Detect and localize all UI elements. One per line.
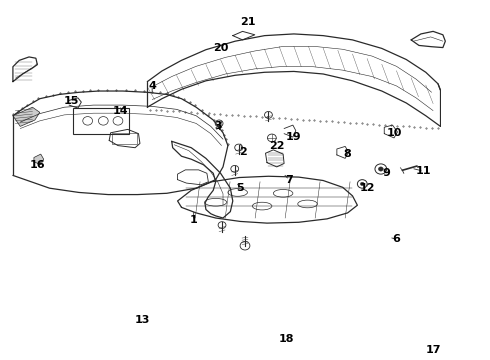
Polygon shape [13, 107, 40, 126]
Text: 17: 17 [425, 345, 441, 355]
Bar [73, 108, 129, 134]
Text: 22: 22 [269, 140, 285, 150]
Text: 5: 5 [236, 183, 244, 193]
Text: 18: 18 [279, 334, 294, 345]
Text: 8: 8 [343, 149, 351, 159]
Text: 2: 2 [239, 147, 246, 157]
Text: 19: 19 [286, 132, 302, 142]
Text: 15: 15 [64, 96, 79, 106]
Polygon shape [34, 154, 44, 165]
Circle shape [360, 182, 364, 186]
Bar [112, 133, 137, 144]
Text: 14: 14 [113, 107, 128, 117]
Text: 16: 16 [29, 160, 45, 170]
Circle shape [378, 167, 383, 171]
Text: 3: 3 [214, 121, 222, 131]
Text: 12: 12 [359, 183, 375, 193]
Text: 10: 10 [386, 128, 402, 138]
Text: 1: 1 [190, 215, 197, 225]
Text: 6: 6 [392, 234, 400, 244]
Text: 20: 20 [213, 42, 228, 53]
Text: 13: 13 [135, 315, 150, 325]
Text: 11: 11 [416, 166, 431, 176]
Text: 9: 9 [383, 168, 391, 178]
Text: 4: 4 [148, 81, 156, 91]
Text: 7: 7 [285, 175, 293, 185]
Text: 21: 21 [240, 17, 255, 27]
